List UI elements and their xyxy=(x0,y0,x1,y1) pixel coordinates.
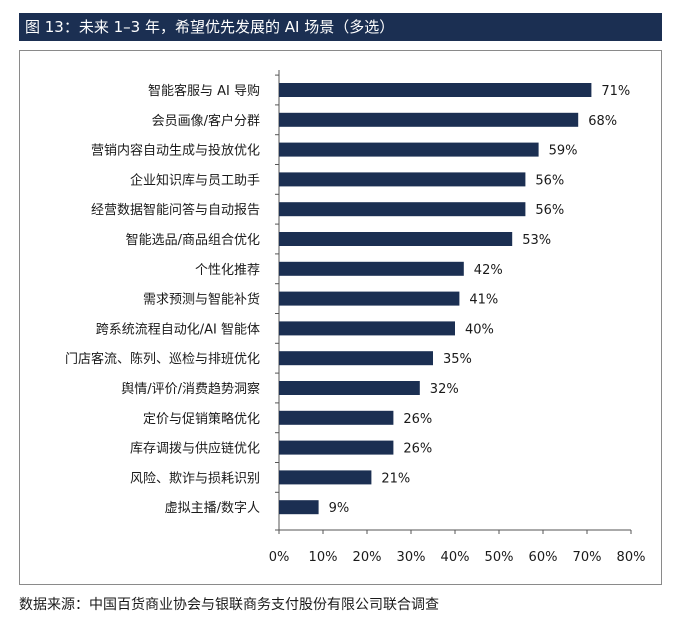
x-tick-label: 60% xyxy=(529,550,558,565)
data-label: 32% xyxy=(430,382,459,397)
category-label: 智能选品/商品组合优化 xyxy=(126,233,260,248)
category-label: 个性化推荐 xyxy=(195,263,260,278)
data-label: 9% xyxy=(329,501,350,516)
data-label: 26% xyxy=(403,442,432,457)
category-label: 智能客服与 AI 导购 xyxy=(148,83,260,99)
data-label: 59% xyxy=(549,144,578,159)
bar xyxy=(279,291,460,306)
bar xyxy=(279,261,464,276)
bar xyxy=(279,500,319,515)
x-tick-label: 20% xyxy=(353,550,382,565)
bar xyxy=(279,142,539,157)
x-tick-label: 40% xyxy=(441,550,470,565)
bar xyxy=(279,83,592,97)
category-label: 门店客流、陈列、巡检与排班优化 xyxy=(65,351,260,367)
category-label: 跨系统流程自动化/AI 智能体 xyxy=(96,322,260,337)
data-label: 26% xyxy=(403,412,432,427)
x-tick-label: 50% xyxy=(485,550,514,565)
bar xyxy=(279,381,420,395)
bar xyxy=(279,440,394,455)
category-label: 会员画像/客户分群 xyxy=(152,113,260,129)
data-label: 53% xyxy=(522,233,551,248)
data-label: 56% xyxy=(535,203,564,218)
category-label: 经营数据智能问答与自动报告 xyxy=(91,202,260,218)
bar xyxy=(279,202,526,217)
category-label: 定价与促销策略优化 xyxy=(143,411,260,427)
category-label: 风险、欺诈与损耗识别 xyxy=(130,471,260,486)
category-label: 营销内容自动生成与投放优化 xyxy=(91,143,260,159)
bar xyxy=(279,321,455,336)
bar xyxy=(279,351,433,366)
category-label: 企业知识库与员工助手 xyxy=(130,172,260,188)
category-label: 库存调拨与供应链优化 xyxy=(130,441,260,457)
category-label: 舆情/评价/消费趋势洞察 xyxy=(121,381,260,397)
data-label: 68% xyxy=(588,114,617,129)
data-label: 21% xyxy=(381,471,410,486)
chart-caption: 图 13：未来 1–3 年，希望优先发展的 AI 场景（多选） xyxy=(25,18,395,36)
chart-frame xyxy=(19,50,662,585)
bar xyxy=(279,172,526,187)
x-tick-label: 0% xyxy=(269,550,290,565)
x-tick-label: 80% xyxy=(617,550,646,565)
bar xyxy=(279,112,579,127)
data-label: 56% xyxy=(535,173,564,188)
category-label: 虚拟主播/数字人 xyxy=(165,501,260,516)
data-label: 41% xyxy=(469,293,498,308)
x-tick-label: 30% xyxy=(397,550,426,565)
data-label: 40% xyxy=(465,322,494,337)
x-tick-label: 70% xyxy=(573,550,602,565)
bar xyxy=(279,410,394,425)
data-label: 35% xyxy=(443,352,472,367)
category-label: 需求预测与智能补货 xyxy=(143,292,260,308)
chart-caption-bar: 图 13：未来 1–3 年，希望优先发展的 AI 场景（多选） xyxy=(19,13,662,41)
x-tick-label: 10% xyxy=(309,550,338,565)
bar xyxy=(279,232,513,246)
data-label: 71% xyxy=(601,84,630,99)
data-source-note: 数据来源：中国百货商业协会与银联商务支付股份有限公司联合调查 xyxy=(19,597,439,613)
data-label: 42% xyxy=(474,263,503,278)
bar xyxy=(279,470,372,485)
